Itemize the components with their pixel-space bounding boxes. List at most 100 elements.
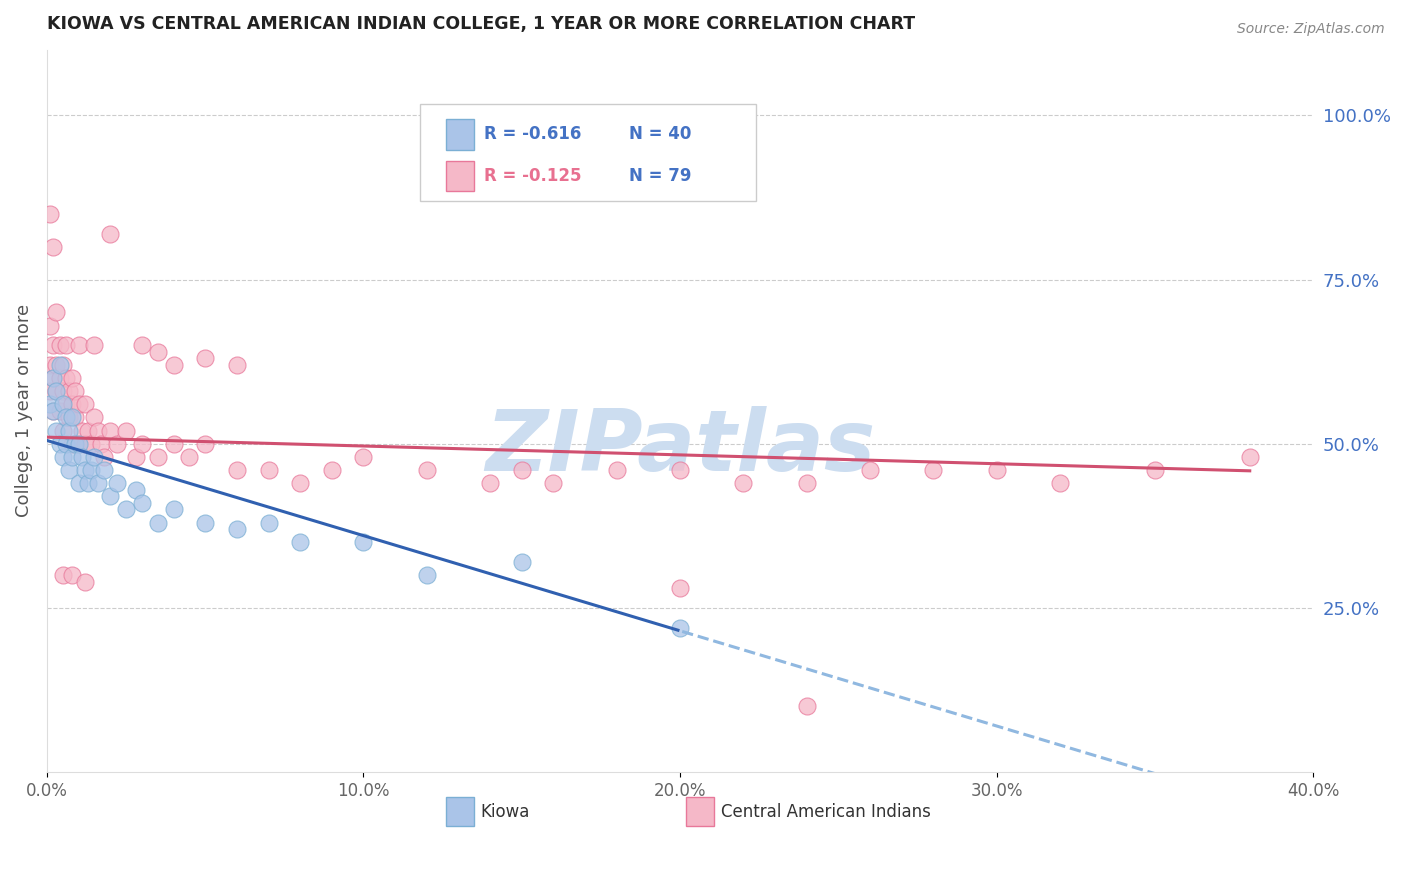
Point — [146, 516, 169, 530]
Point — [60, 450, 83, 464]
Point — [67, 436, 90, 450]
Point — [55, 371, 77, 385]
Point — [543, 476, 565, 491]
Point — [124, 450, 146, 464]
Point — [257, 463, 280, 477]
Point — [98, 227, 121, 241]
Text: N = 40: N = 40 — [630, 126, 692, 144]
Point — [52, 358, 75, 372]
Point — [65, 384, 87, 399]
Text: R = -0.616: R = -0.616 — [484, 126, 581, 144]
Point — [162, 436, 184, 450]
Point — [162, 502, 184, 516]
Point — [479, 476, 502, 491]
Point — [606, 463, 628, 477]
Point — [73, 436, 96, 450]
Point — [669, 581, 692, 595]
Point — [42, 338, 65, 352]
Text: ZIPatlas: ZIPatlas — [485, 406, 875, 489]
Point — [669, 621, 692, 635]
Point — [70, 450, 93, 464]
Point — [58, 384, 80, 399]
Point — [42, 404, 65, 418]
Point — [48, 371, 70, 385]
Point — [288, 476, 311, 491]
Point — [93, 463, 115, 477]
Point — [45, 384, 67, 399]
Point — [510, 555, 533, 569]
Point — [146, 344, 169, 359]
Bar — [686, 797, 714, 826]
Point — [146, 450, 169, 464]
Point — [45, 305, 67, 319]
Point — [162, 358, 184, 372]
Point — [225, 358, 247, 372]
Point — [45, 384, 67, 399]
Point — [288, 535, 311, 549]
Text: KIOWA VS CENTRAL AMERICAN INDIAN COLLEGE, 1 YEAR OR MORE CORRELATION CHART: KIOWA VS CENTRAL AMERICAN INDIAN COLLEGE… — [46, 15, 915, 33]
Point — [39, 397, 62, 411]
FancyBboxPatch shape — [420, 104, 756, 202]
Point — [922, 463, 945, 477]
Point — [52, 568, 75, 582]
Point — [105, 436, 128, 450]
Point — [67, 436, 90, 450]
Point — [83, 410, 105, 425]
Point — [60, 410, 83, 425]
Point — [45, 424, 67, 438]
Bar — [446, 120, 474, 150]
Point — [179, 450, 201, 464]
Point — [225, 463, 247, 477]
Point — [124, 483, 146, 497]
Y-axis label: College, 1 year or more: College, 1 year or more — [15, 304, 32, 517]
Point — [45, 358, 67, 372]
Point — [58, 463, 80, 477]
Point — [39, 318, 62, 333]
Point — [42, 404, 65, 418]
Point — [115, 502, 138, 516]
Point — [73, 463, 96, 477]
Point — [48, 436, 70, 450]
Point — [48, 338, 70, 352]
Text: Kiowa: Kiowa — [479, 803, 530, 821]
Point — [90, 436, 112, 450]
Point — [859, 463, 882, 477]
Point — [77, 424, 100, 438]
Point — [65, 410, 87, 425]
Text: R = -0.125: R = -0.125 — [484, 167, 581, 185]
Point — [55, 397, 77, 411]
Point — [194, 516, 217, 530]
Point — [86, 424, 108, 438]
Point — [131, 436, 153, 450]
Point — [353, 535, 375, 549]
Point — [86, 476, 108, 491]
Point — [55, 436, 77, 450]
Point — [98, 424, 121, 438]
Point — [42, 371, 65, 385]
Point — [416, 568, 439, 582]
Point — [60, 568, 83, 582]
Point — [796, 699, 818, 714]
Text: Central American Indians: Central American Indians — [721, 803, 931, 821]
Point — [83, 338, 105, 352]
Point — [73, 397, 96, 411]
Point — [60, 436, 83, 450]
Point — [510, 463, 533, 477]
Point — [67, 476, 90, 491]
Point — [80, 463, 103, 477]
Text: N = 79: N = 79 — [630, 167, 692, 185]
Point — [52, 397, 75, 411]
Point — [42, 371, 65, 385]
Point — [796, 476, 818, 491]
Point — [733, 476, 755, 491]
Bar — [446, 797, 474, 826]
Point — [194, 351, 217, 366]
Point — [67, 397, 90, 411]
Point — [321, 463, 343, 477]
Point — [77, 476, 100, 491]
Point — [52, 384, 75, 399]
Point — [55, 338, 77, 352]
Point — [131, 338, 153, 352]
Point — [1049, 476, 1071, 491]
Point — [39, 384, 62, 399]
